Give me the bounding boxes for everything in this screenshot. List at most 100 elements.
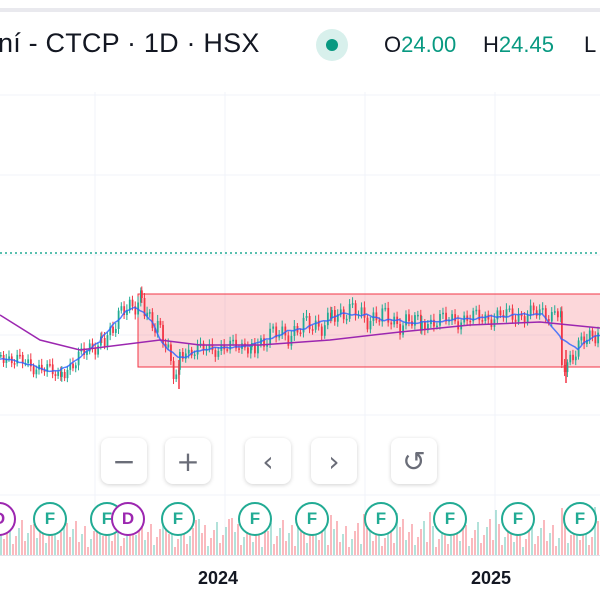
- financials-event-marker[interactable]: F: [501, 502, 535, 536]
- candle-body: [586, 339, 588, 345]
- candle-body: [514, 319, 517, 322]
- financials-event-marker[interactable]: F: [433, 502, 467, 536]
- volume-bar: [255, 534, 257, 555]
- volume-bar: [99, 522, 101, 555]
- candle-body: [128, 299, 131, 311]
- candle-body: [351, 303, 354, 305]
- candle-body: [272, 326, 275, 329]
- candle-body: [141, 290, 143, 298]
- volume-bar: [153, 545, 155, 555]
- candle-body: [112, 326, 114, 333]
- volume-bar: [246, 529, 248, 555]
- financials-event-marker[interactable]: F: [33, 502, 67, 536]
- volume-bar: [462, 511, 464, 555]
- candle-body: [179, 352, 181, 370]
- candle-body: [103, 338, 106, 347]
- volume-bar: [381, 546, 383, 555]
- financials-event-marker[interactable]: F: [364, 502, 398, 536]
- volume-bar: [12, 544, 14, 555]
- volume-bar: [402, 519, 404, 555]
- financials-event-marker[interactable]: F: [295, 502, 329, 536]
- volume-bar: [318, 540, 320, 555]
- candle-body: [529, 305, 532, 316]
- market-status-indicator[interactable]: [316, 29, 348, 61]
- volume-bar: [261, 547, 263, 555]
- candle-body: [387, 307, 390, 323]
- candle-body: [167, 344, 170, 348]
- candle-body: [472, 310, 475, 322]
- volume-bar: [111, 541, 113, 555]
- reset-chart-button[interactable]: ↺: [391, 438, 437, 484]
- volume-bar: [36, 538, 38, 555]
- volume-bar: [27, 533, 29, 555]
- candle-body: [330, 312, 332, 319]
- volume-bar: [492, 540, 494, 555]
- candle-body: [114, 328, 117, 333]
- volume-bar: [276, 536, 278, 555]
- volume-bar: [51, 527, 53, 555]
- volume-bar: [447, 544, 449, 555]
- volume-bar: [0, 525, 2, 555]
- volume-bar: [489, 519, 491, 555]
- candle-body: [478, 309, 481, 321]
- financials-event-marker[interactable]: F: [238, 502, 272, 536]
- candle-body: [561, 311, 563, 365]
- candle-body: [496, 310, 499, 320]
- candle-body: [508, 308, 511, 310]
- volume-bar: [486, 527, 488, 555]
- volume-bar: [396, 513, 398, 555]
- candle-body: [140, 290, 142, 303]
- candle-body: [566, 362, 569, 373]
- candle-body: [363, 307, 366, 318]
- volume-bar: [456, 520, 458, 555]
- volume-bar: [39, 530, 41, 555]
- volume-bar: [93, 531, 95, 555]
- volume-bar: [81, 534, 83, 555]
- volume-bar: [69, 537, 71, 555]
- candle-body: [162, 324, 164, 344]
- candle-body: [597, 332, 600, 344]
- time-axis[interactable]: 2024 2025: [0, 555, 600, 601]
- volume-bar: [372, 541, 374, 555]
- volume-bar: [363, 514, 365, 555]
- volume-bar: [408, 532, 410, 555]
- candle-body: [49, 364, 51, 366]
- candle-body: [532, 305, 535, 311]
- symbol-title[interactable]: ní - CTCP · 1D · HSX: [0, 28, 260, 58]
- zoom-in-button[interactable]: +: [165, 438, 211, 484]
- volume-bar: [30, 525, 32, 555]
- candle-body: [421, 322, 423, 331]
- scroll-left-button[interactable]: ‹: [245, 438, 291, 484]
- financials-event-marker[interactable]: F: [563, 502, 597, 536]
- volume-bar: [309, 535, 311, 555]
- candle-body: [238, 348, 240, 350]
- volume-bar: [582, 532, 584, 555]
- candle-body: [38, 364, 40, 370]
- volume-bar: [60, 532, 62, 555]
- volume-bar: [216, 522, 218, 555]
- candle-body: [159, 320, 162, 325]
- zoom-out-button[interactable]: −: [101, 438, 147, 484]
- scroll-right-button[interactable]: ›: [311, 438, 357, 484]
- candle-body: [196, 344, 199, 355]
- volume-bar: [204, 525, 206, 555]
- volume-bar: [291, 525, 293, 555]
- volume-bar: [150, 524, 152, 555]
- candle-body: [74, 365, 77, 369]
- volume-bar: [444, 523, 446, 555]
- plus-icon: +: [176, 444, 200, 478]
- volume-bar: [165, 520, 167, 555]
- financials-event-marker[interactable]: F: [161, 502, 195, 536]
- candle-body: [390, 322, 393, 325]
- volume-bar: [177, 539, 179, 555]
- dividend-event-marker[interactable]: D: [111, 502, 145, 536]
- volume-bar: [531, 523, 533, 555]
- volume-bar: [351, 539, 353, 555]
- candle-body: [299, 332, 302, 334]
- volume-bar: [63, 524, 65, 555]
- candle-body: [21, 354, 24, 364]
- volume-bar: [243, 537, 245, 555]
- x-axis-label: 2024: [198, 568, 239, 588]
- candle-body: [442, 312, 444, 315]
